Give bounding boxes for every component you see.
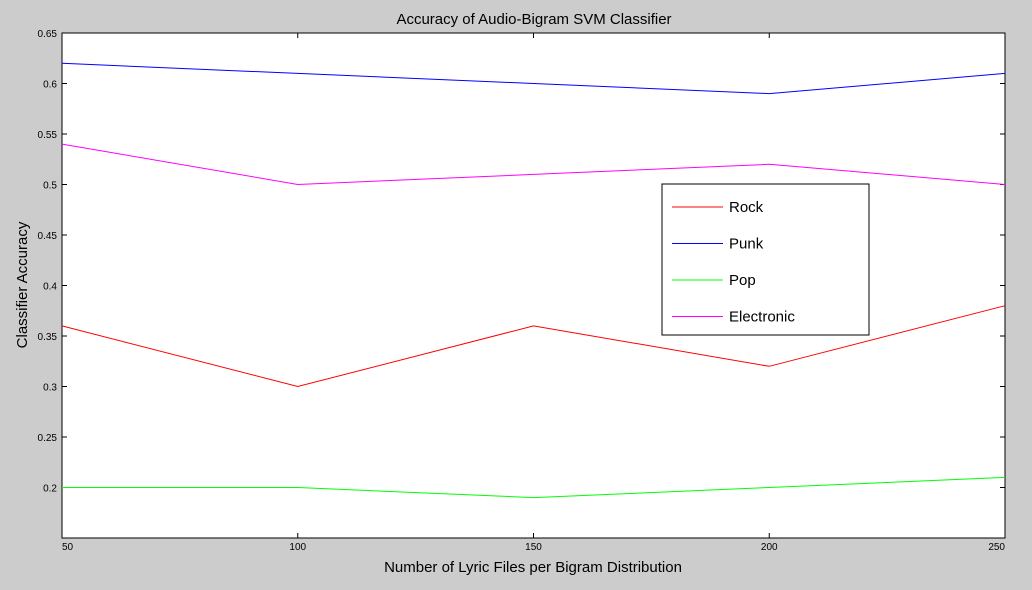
y-tick-label: 0.45 xyxy=(38,231,58,242)
y-tick-label: 0.5 xyxy=(43,181,57,192)
y-tick-label: 0.3 xyxy=(43,383,57,394)
legend: Rock Punk Pop Electronic xyxy=(661,183,870,336)
series-line-pop xyxy=(62,476,1006,499)
series-layer xyxy=(61,62,1006,499)
x-tick-label: 200 xyxy=(761,542,778,553)
y-tick-label: 0.6 xyxy=(43,80,57,91)
legend-box xyxy=(661,183,870,336)
x-axis-label: Number of Lyric Files per Bigram Distrib… xyxy=(384,559,682,576)
y-tick-label: 0.35 xyxy=(38,332,58,343)
y-tick-label: 0.2 xyxy=(43,484,57,495)
series-line-rock xyxy=(61,305,1006,388)
x-tick-label: 250 xyxy=(988,542,1005,553)
y-tick-label: 0.55 xyxy=(38,130,58,141)
legend-label-electronic: Electronic xyxy=(729,309,795,326)
y-tick-label: 0.65 xyxy=(38,29,58,40)
series-line-electronic xyxy=(61,143,1006,186)
x-tick-label: 50 xyxy=(62,542,74,553)
legend-label-rock: Rock xyxy=(729,199,764,216)
axis-ticks: 0.2 0.25 0.3 0.35 0.4 0.45 0.5 0.55 0.6 0.65 50 100… xyxy=(38,29,1006,553)
legend-label-punk: Punk xyxy=(729,236,764,253)
chart-title: Accuracy of Audio-Bigram SVM Classifier xyxy=(396,11,671,28)
legend-label-pop: Pop xyxy=(729,272,756,289)
y-axis-label: Classifier Accuracy xyxy=(14,221,31,348)
y-tick-label: 0.4 xyxy=(43,282,57,293)
series-line-punk xyxy=(61,62,1006,95)
x-tick-label: 150 xyxy=(525,542,542,553)
x-tick-label: 100 xyxy=(289,542,306,553)
y-tick-label: 0.25 xyxy=(38,433,58,444)
